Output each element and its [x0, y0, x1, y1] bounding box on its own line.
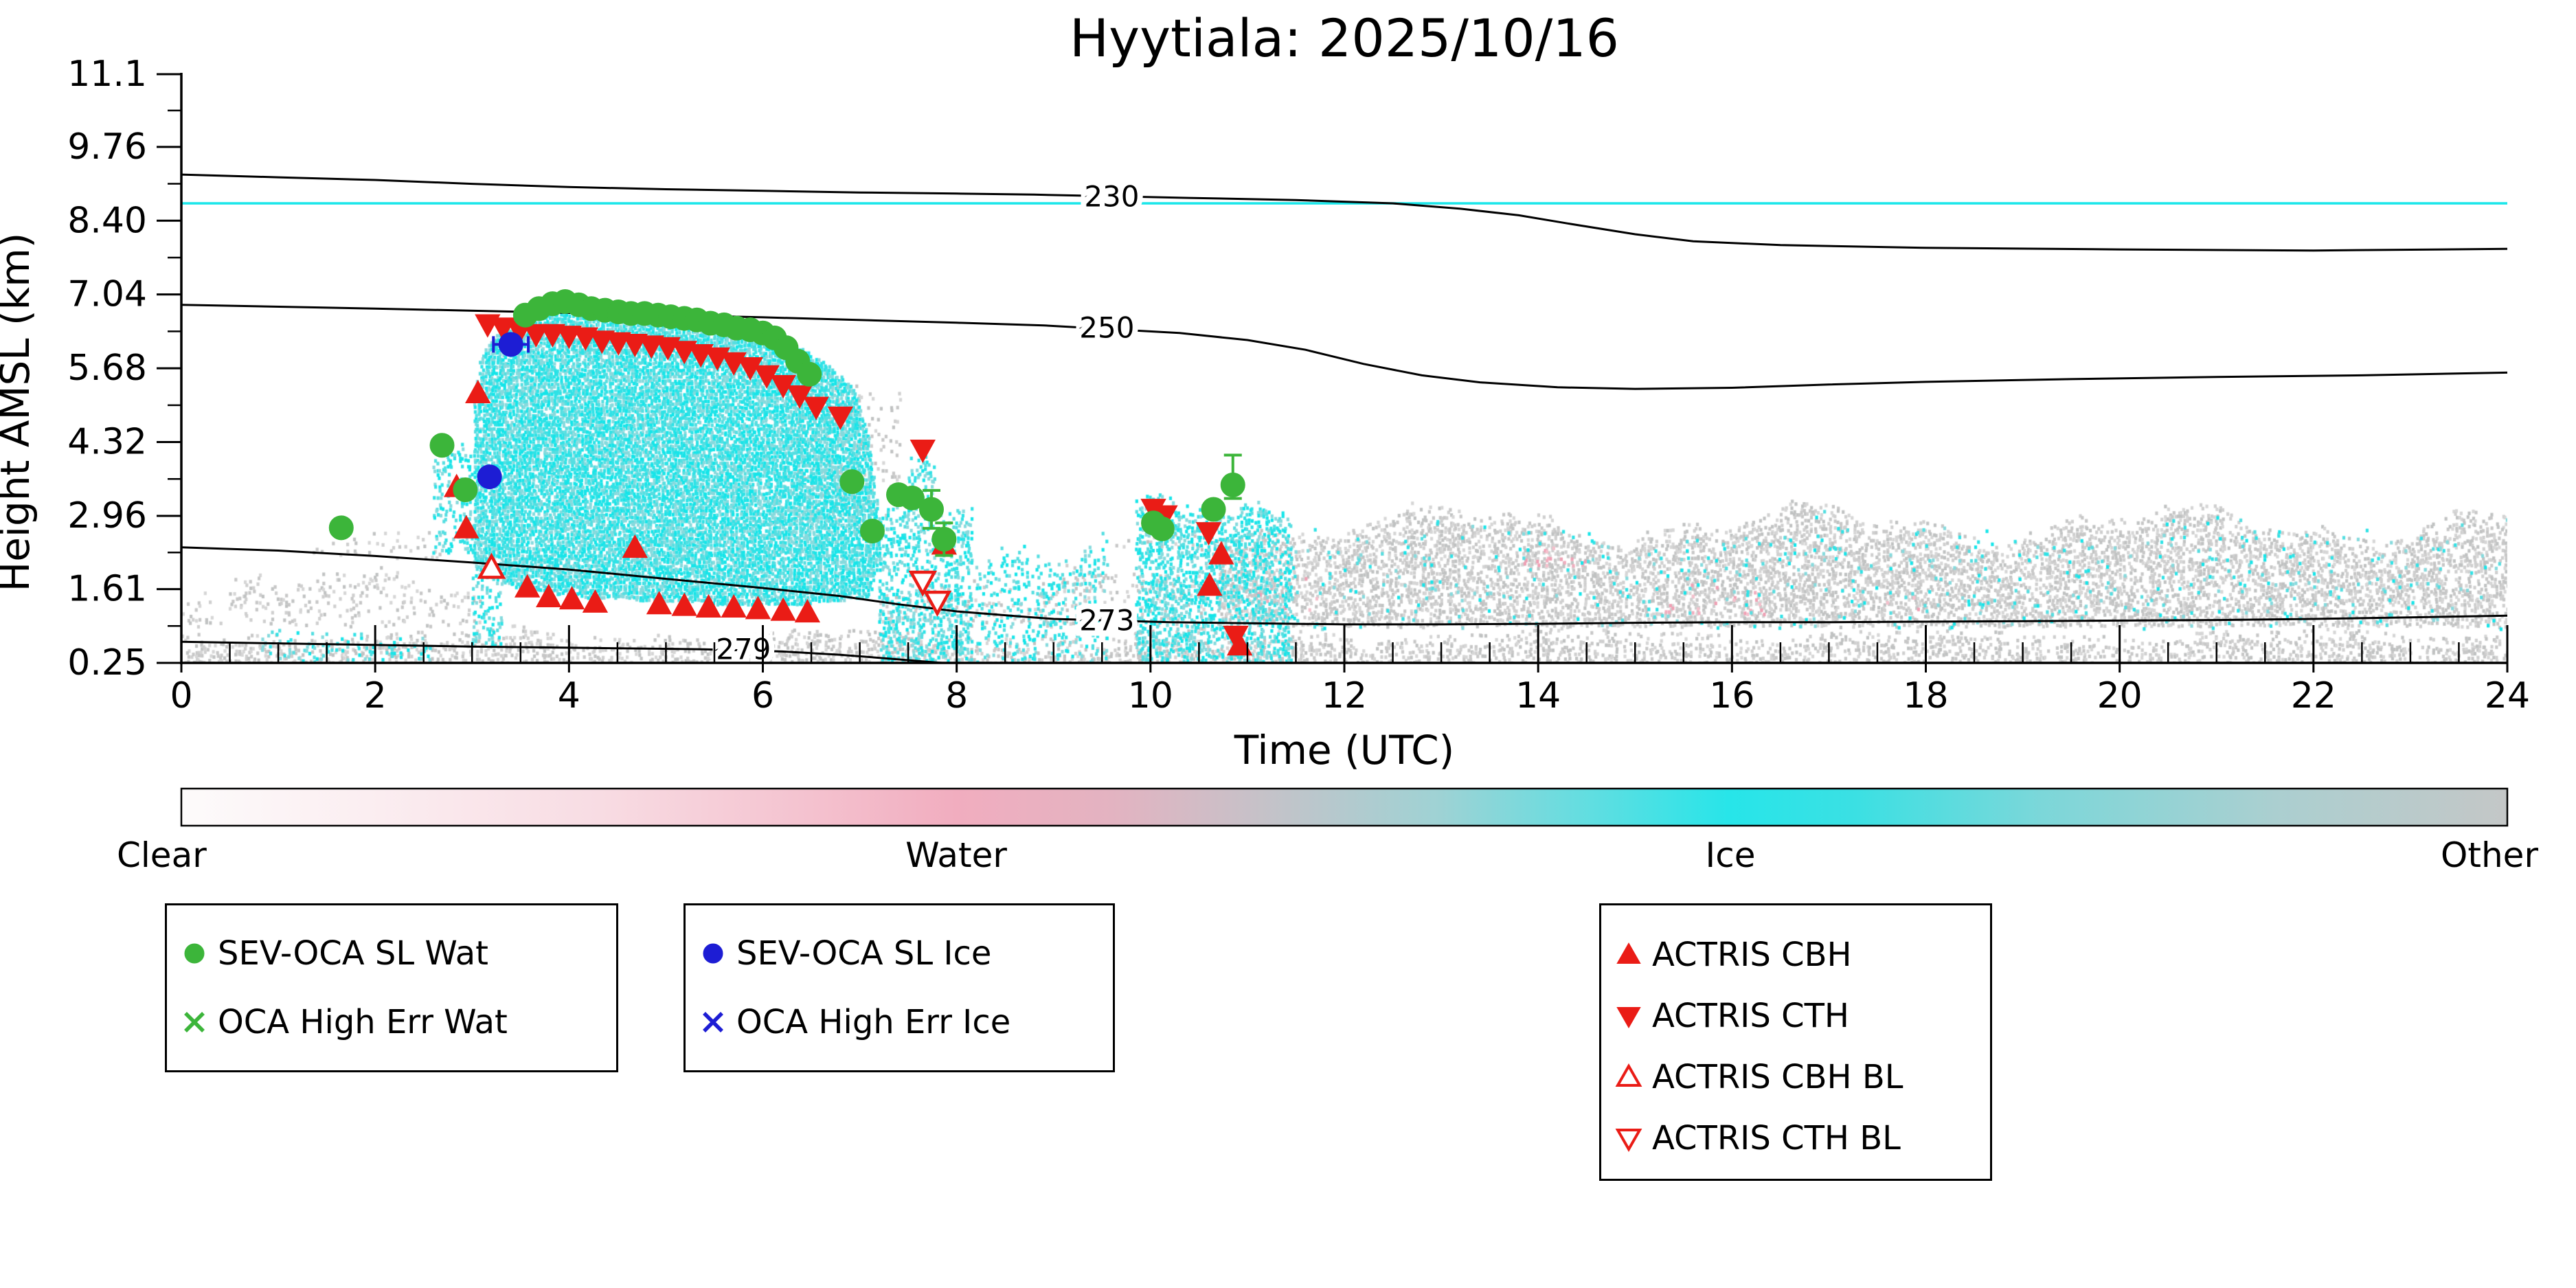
x-tick-label: 22 — [2291, 675, 2336, 716]
x-tick-label: 14 — [1515, 675, 1561, 716]
legend-label-oca-high-err-wat: OCA High Err Wat — [218, 1003, 508, 1041]
isotherm-273 — [181, 546, 2508, 626]
x-tick-label: 0 — [170, 675, 192, 716]
colorbar — [180, 787, 2509, 827]
legend-box-1: SEV-OCA SL Wat OCA High Err Wat — [165, 903, 618, 1072]
legend-label-actris-cbh: ACTRIS CBH — [1652, 936, 1852, 974]
circle-marker-icon — [703, 943, 723, 964]
legend-label-actris-cbh-bl: ACTRIS CBH BL — [1652, 1058, 1903, 1096]
series-actris-cth — [475, 314, 1249, 650]
x-tick-label: 12 — [1322, 675, 1367, 716]
y-tick-label: 2.96 — [67, 495, 147, 536]
colorbar-label-water: Water — [905, 835, 1007, 875]
legend-box-2: SEV-OCA SL Ice OCA High Err Ice — [683, 903, 1115, 1072]
data-markers — [328, 289, 1253, 656]
classification-mesh — [181, 74, 2507, 663]
legend-label-sev-oca-sl-ice: SEV-OCA SL Ice — [736, 934, 992, 973]
legend-item-actris-cth: ACTRIS CTH — [1614, 997, 1849, 1035]
legend-label-actris-cth-bl: ACTRIS CTH BL — [1652, 1119, 1901, 1157]
isotherm-label-230: 230 — [1084, 180, 1139, 214]
series-sev-oca-sl-ice — [477, 332, 530, 490]
legend-item-actris-cbh: ACTRIS CBH — [1614, 936, 1852, 974]
y-tick-label: 8.40 — [67, 200, 147, 241]
series-sev-oca-sl-wat — [328, 289, 1245, 557]
isotherm-230 — [181, 173, 2508, 252]
y-tick-label: 4.32 — [67, 422, 147, 463]
legend-label-oca-high-err-ice: OCA High Err Ice — [736, 1003, 1011, 1041]
isotherm-label-250: 250 — [1079, 311, 1134, 345]
circle-marker-icon — [184, 943, 205, 964]
isotherm-250 — [181, 304, 2508, 390]
y-tick-label: 0.25 — [67, 642, 147, 683]
tri_down-marker-icon — [1615, 1129, 1642, 1153]
x-tick-label: 20 — [2097, 675, 2143, 716]
chart-title: Hyytiala: 2025/10/16 — [1070, 8, 1619, 69]
y-tick-label: 5.68 — [67, 348, 147, 389]
legend-item-actris-cbh-bl: ACTRIS CBH BL — [1614, 1058, 1903, 1096]
legend-item-oca-high-err-wat: OCA High Err Wat — [179, 1003, 508, 1041]
x-tick-label: 16 — [1709, 675, 1754, 716]
x-marker-icon — [703, 1012, 723, 1032]
x-tick-label: 4 — [558, 675, 580, 716]
legend-label-sev-oca-sl-wat: SEV-OCA SL Wat — [218, 934, 488, 973]
colorbar-label-other: Other — [2441, 835, 2538, 875]
x-tick-label: 2 — [364, 675, 387, 716]
legend-label-actris-cth: ACTRIS CTH — [1652, 997, 1849, 1035]
series-actris-cbh — [443, 379, 1253, 656]
y-axis-label: Height AMSL (km) — [0, 233, 38, 592]
tri_up-marker-icon — [1615, 1063, 1642, 1087]
colorbar-label-ice: Ice — [1706, 835, 1756, 875]
tri_down-marker-icon — [1616, 1007, 1641, 1029]
y-tick-label: 11.1 — [67, 54, 147, 95]
legend-item-sev-oca-sl-wat: SEV-OCA SL Wat — [179, 934, 488, 973]
isotherm-279 — [181, 640, 942, 664]
legend-item-sev-oca-sl-ice: SEV-OCA SL Ice — [698, 934, 992, 973]
axes: 0 2 4 6 8 10 12 14 16 18 20 22 240.251.612.964.325.6… — [67, 54, 2530, 716]
colorbar-label-clear: Clear — [117, 835, 207, 875]
y-tick-label: 1.61 — [67, 569, 147, 610]
legend-item-actris-cth-bl: ACTRIS CTH BL — [1614, 1119, 1901, 1157]
x-tick-label: 6 — [752, 675, 774, 716]
x-tick-label: 24 — [2485, 675, 2530, 716]
x-tick-label: 18 — [1903, 675, 1948, 716]
x-marker-icon — [184, 1012, 205, 1032]
series-actris-cth-bl — [908, 570, 952, 617]
legend-box-3: ACTRIS CBH ACTRIS CTH ACTRIS CBH BL ACTRIS … — [1599, 903, 1992, 1181]
x-tick-label: 8 — [945, 675, 968, 716]
x-axis-label: Time (UTC) — [1234, 727, 1455, 773]
y-tick-label: 9.76 — [67, 126, 147, 168]
x-tick-label: 10 — [1128, 675, 1173, 716]
series-actris-cbh-bl — [477, 552, 506, 579]
legend-item-oca-high-err-ice: OCA High Err Ice — [698, 1003, 1011, 1041]
y-tick-label: 7.04 — [67, 274, 147, 315]
tri_up-marker-icon — [1616, 942, 1641, 964]
isotherm-label-273: 273 — [1079, 603, 1134, 637]
